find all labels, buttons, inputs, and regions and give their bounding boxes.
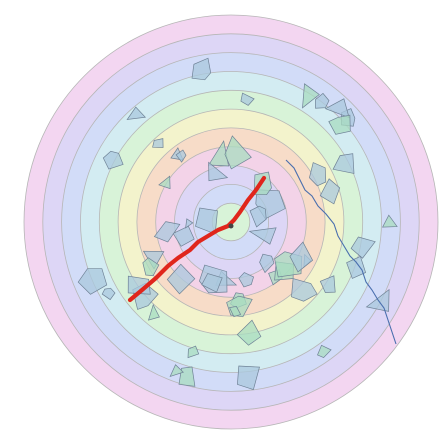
center-marker bbox=[228, 223, 234, 229]
obstacle-polygon bbox=[185, 218, 194, 229]
obstacle-polygon bbox=[228, 306, 242, 318]
obstacle-polygon bbox=[102, 150, 124, 170]
obstacle-polygon bbox=[315, 92, 330, 109]
obstacle-polygon bbox=[152, 138, 164, 148]
obstacle-polygon bbox=[191, 57, 212, 81]
red-route-path bbox=[127, 175, 267, 303]
obstacle-polygon bbox=[195, 207, 218, 235]
obstacle-polygon bbox=[77, 268, 108, 295]
obstacle-polygon bbox=[291, 278, 318, 302]
obstacle-polygon bbox=[317, 344, 332, 359]
obstacle-polygon bbox=[289, 241, 314, 273]
obstacle-polygon bbox=[172, 225, 195, 247]
obstacle-polygon bbox=[240, 92, 255, 106]
obstacle-polygon bbox=[126, 106, 147, 120]
obstacle-polygon bbox=[259, 253, 275, 274]
obstacle-polygon bbox=[237, 365, 260, 391]
obstacle-polygon bbox=[142, 257, 160, 277]
obstacle-polygon bbox=[178, 366, 196, 387]
river-line bbox=[285, 159, 397, 345]
obstacle-polygon bbox=[324, 98, 350, 119]
obstacle-polygon bbox=[346, 255, 367, 279]
obstacle-polygon bbox=[319, 178, 341, 205]
obstacle-polygon bbox=[201, 273, 223, 293]
obstacle-polygon bbox=[328, 114, 351, 135]
obstacle-polygon bbox=[147, 303, 160, 321]
obstacle-polygon bbox=[153, 221, 181, 243]
obstacle-polygon bbox=[249, 205, 267, 228]
obstacle-polygon bbox=[208, 161, 229, 182]
obstacle-layer bbox=[77, 57, 398, 391]
obstacle-polygon bbox=[169, 364, 184, 377]
obstacle-polygon bbox=[236, 319, 262, 346]
obstacle-polygon bbox=[166, 263, 196, 295]
obstacle-polygon bbox=[187, 345, 200, 359]
obstacle-polygon bbox=[248, 227, 277, 245]
obstacle-polygon bbox=[224, 135, 252, 170]
obstacle-polygon bbox=[309, 162, 327, 187]
obstacle-polygon bbox=[175, 149, 187, 163]
obstacle-polygon bbox=[350, 236, 376, 259]
obstacle-polygon bbox=[319, 275, 336, 293]
obstacle-polygon bbox=[382, 214, 398, 228]
obstacle-polygon bbox=[238, 272, 255, 288]
obstacle-polygon bbox=[158, 175, 171, 190]
obstacle-polygon bbox=[332, 153, 355, 174]
obstacle-polygon bbox=[101, 287, 116, 301]
obstacle-polygon bbox=[302, 83, 320, 109]
